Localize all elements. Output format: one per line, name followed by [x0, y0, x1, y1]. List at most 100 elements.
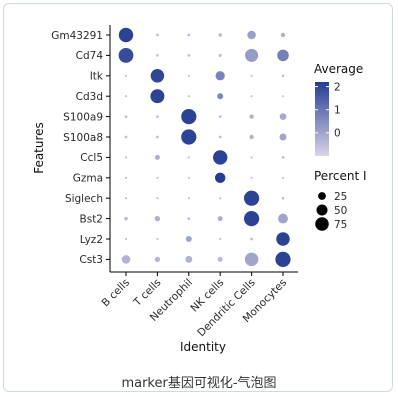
size-legend-label: 50	[334, 205, 347, 217]
x-axis-title: Identity	[180, 340, 226, 354]
dot-cd3d-t-cells	[150, 89, 165, 104]
dot-gzma-neutrophil	[187, 176, 190, 179]
dot-gzma-dendritic-cells	[250, 176, 253, 179]
y-tick-label: Gzma	[73, 173, 103, 185]
dot-s100a9-t-cells	[156, 115, 159, 118]
dot-cd74-neutrophil	[187, 54, 191, 57]
dot-cd74-monocytes	[277, 49, 289, 62]
dot-cst3-neutrophil	[185, 255, 193, 263]
dot-lyz2-nk-cells	[219, 237, 222, 241]
dot-s100a8-dendritic-cells	[249, 134, 254, 140]
y-tick-label: Bst2	[80, 213, 103, 225]
dot-bst2-dendritic-cells	[243, 210, 260, 227]
dot-s100a8-nk-cells	[218, 135, 222, 139]
size-legend-dot	[318, 192, 326, 200]
dot-cd74-t-cells	[156, 54, 159, 57]
dot-s100a9-nk-cells	[218, 115, 222, 118]
dot-itk-dendritic-cells	[250, 74, 253, 77]
dot-cd3d-nk-cells	[217, 93, 224, 100]
size-legend-label: 25	[334, 191, 347, 203]
x-tick-label: B cells	[100, 277, 133, 310]
feature-labels: Gm43291 Cd74 Itk Cd3d S100a9 S100a8 Ccl5 Gzma Si…	[51, 30, 104, 266]
dot-cd3d-monocytes	[281, 95, 285, 98]
dot-cst3-t-cells	[154, 256, 161, 263]
color-legend-label: 0	[334, 128, 341, 140]
dot-s100a9-monocytes	[279, 113, 287, 120]
y-tick-label: Cst3	[79, 254, 103, 266]
dot-itk-neutrophil	[187, 74, 190, 77]
dot-cd74-b-cells	[118, 48, 134, 63]
color-legend-label: 1	[334, 105, 341, 117]
color-legend: Average 2 1 0	[314, 62, 363, 156]
dot-cd74-dendritic-cells	[245, 48, 259, 62]
dot-cst3-dendritic-cells	[244, 252, 259, 267]
dot-siglech-neutrophil	[187, 197, 190, 200]
dot-ccl5-t-cells	[154, 154, 160, 160]
dot-ccl5-dendritic-cells	[250, 156, 253, 159]
dot-gm43291-t-cells	[156, 33, 159, 37]
y-tick-label: Lyz2	[80, 234, 103, 246]
dot-gzma-nk-cells	[214, 172, 226, 184]
dot-gm43291-monocytes	[280, 32, 286, 38]
dot-cd3d-neutrophil	[187, 95, 190, 98]
color-legend-label: 2	[334, 81, 341, 93]
dot-s100a9-neutrophil	[181, 108, 197, 125]
dot-s100a8-b-cells	[124, 135, 128, 139]
dot-gzma-t-cells	[156, 176, 159, 179]
dot-lyz2-dendritic-cells	[250, 237, 253, 241]
dot-lyz2-t-cells	[156, 237, 159, 241]
dot-bst2-t-cells	[154, 215, 161, 222]
dot-siglech-dendritic-cells	[243, 190, 260, 206]
size-legend: Percent I 25 50 75	[314, 169, 367, 231]
dot-ccl5-b-cells	[124, 156, 128, 159]
size-legend-label: 75	[334, 219, 347, 231]
dot-s100a9-dendritic-cells	[249, 114, 254, 119]
y-tick-label: S100a8	[63, 132, 103, 144]
dot-ccl5-monocytes	[281, 156, 285, 159]
dot-gzma-b-cells	[124, 176, 128, 179]
dot-itk-monocytes	[281, 74, 285, 78]
plot-axes	[106, 25, 298, 276]
dot-cd74-nk-cells	[218, 53, 222, 57]
dots-layer	[118, 27, 291, 268]
dot-lyz2-neutrophil	[185, 235, 192, 243]
y-tick-label: Ccl5	[80, 152, 103, 164]
dot-bst2-b-cells	[124, 216, 128, 221]
dot-bst2-monocytes	[278, 213, 288, 224]
dot-s100a8-t-cells	[156, 135, 159, 139]
y-tick-label: Itk	[90, 71, 104, 83]
dot-ccl5-nk-cells	[213, 150, 228, 165]
size-legend-title: Percent I	[314, 169, 367, 183]
dot-cd3d-b-cells	[124, 95, 128, 98]
color-gradient-bar	[315, 82, 329, 156]
dot-gzma-monocytes	[281, 176, 285, 179]
dot-siglech-b-cells	[124, 197, 128, 200]
dot-itk-t-cells	[150, 69, 165, 83]
dot-ccl5-neutrophil	[187, 156, 190, 159]
dot-s100a8-neutrophil	[181, 129, 197, 145]
dot-bst2-nk-cells	[217, 216, 223, 222]
figure-caption: marker基因可视化-气泡图	[121, 376, 277, 391]
dot-lyz2-monocytes	[276, 232, 290, 246]
dot-itk-b-cells	[124, 74, 128, 77]
dot-bst2-neutrophil	[187, 217, 191, 220]
dot-gm43291-dendritic-cells	[247, 30, 256, 40]
y-tick-label: Cd74	[76, 50, 104, 62]
color-legend-title: Average	[314, 62, 363, 76]
y-tick-label: Siglech	[65, 193, 103, 205]
dot-cst3-monocytes	[275, 251, 291, 268]
dot-s100a8-monocytes	[279, 133, 287, 141]
figure-frame	[3, 3, 393, 392]
dot-siglech-monocytes	[281, 196, 285, 200]
dot-siglech-t-cells	[156, 197, 159, 200]
dot-gm43291-neutrophil	[187, 33, 191, 37]
dot-cst3-nk-cells	[217, 256, 223, 262]
dot-s100a9-b-cells	[124, 115, 128, 118]
y-tick-label: Cd3d	[76, 91, 103, 103]
dot-siglech-nk-cells	[219, 197, 222, 200]
y-tick-label: Gm43291	[51, 30, 103, 42]
size-legend-dot	[315, 217, 329, 231]
dot-itk-nk-cells	[215, 71, 225, 81]
